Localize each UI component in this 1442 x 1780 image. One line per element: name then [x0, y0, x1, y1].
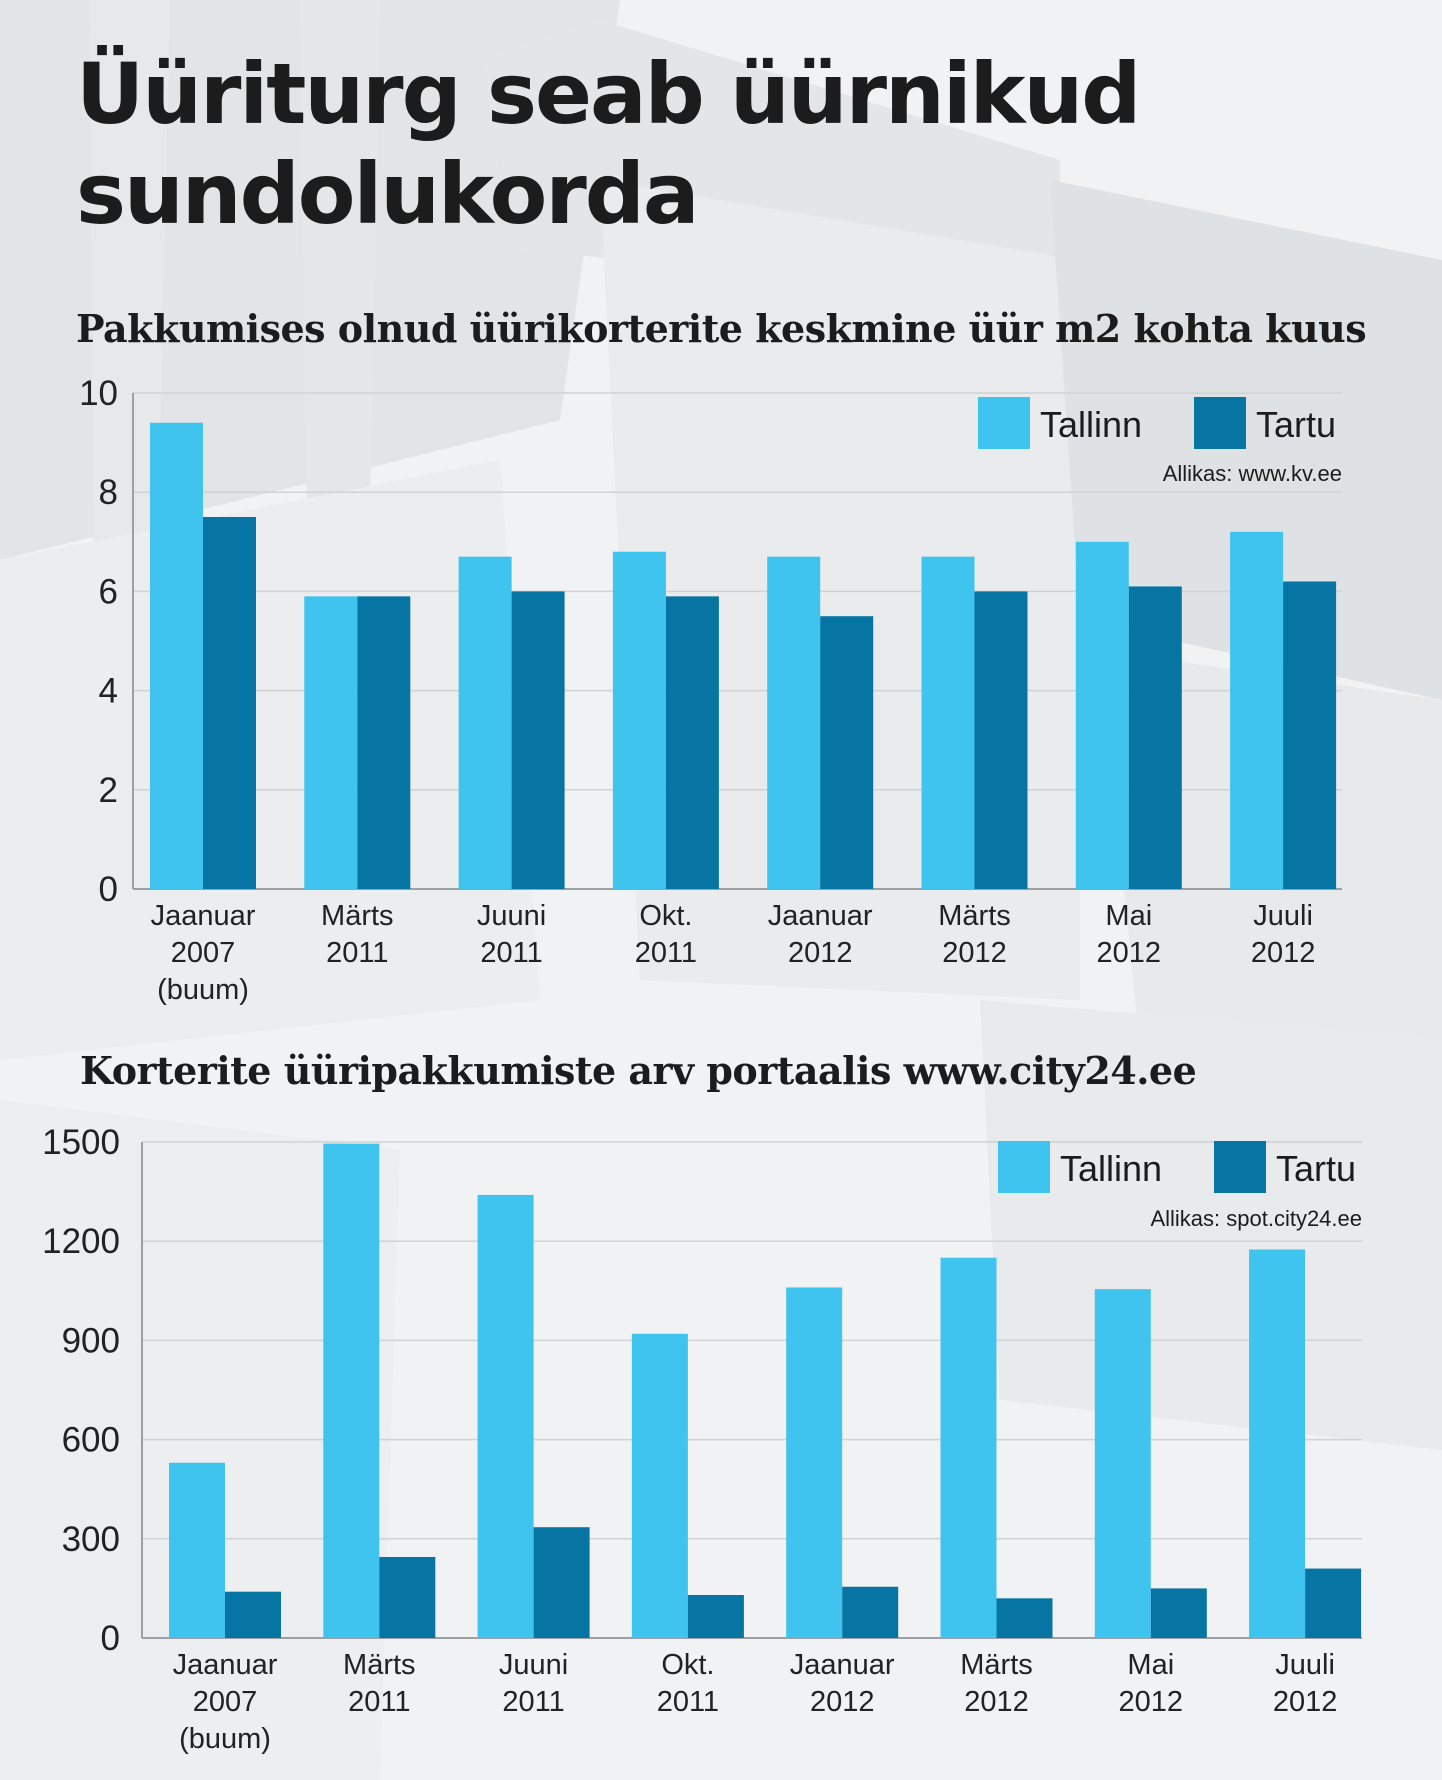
bar-tallinn — [150, 422, 203, 889]
x-tick-label: Märts — [960, 1649, 1033, 1681]
y-tick-label: 10 — [79, 374, 118, 413]
legend-label-tallinn: Tallinn — [1060, 1148, 1162, 1189]
x-tick-label: Märts — [321, 900, 394, 932]
x-tick-label: 2011 — [502, 1686, 564, 1718]
x-tick-label: Jaanuar — [768, 900, 873, 932]
x-tick-label: Jaanuar — [151, 900, 256, 932]
x-tick-label: 2011 — [635, 937, 697, 969]
x-tick-label: 2012 — [942, 937, 1007, 969]
main-title: Üüriturg seab üürnikud sundolukorda — [76, 44, 1176, 244]
y-tick-label: 2 — [99, 771, 118, 810]
legend-label-tartu: Tartu — [1256, 404, 1336, 445]
bar-tallinn — [786, 1287, 843, 1638]
x-tick-label: Jaanuar — [790, 1649, 895, 1681]
y-tick-label: 900 — [62, 1321, 120, 1360]
x-tick-label: Jaanuar — [173, 1649, 278, 1681]
bar-tartu — [1128, 586, 1182, 889]
bar-tallinn — [767, 556, 821, 889]
chart-2-title: Korterite üüripakkumiste arv portaalis w… — [80, 1048, 1197, 1093]
bar-tartu — [357, 596, 411, 889]
y-tick-label: 1200 — [42, 1222, 120, 1261]
legend-swatch-tallinn — [998, 1141, 1050, 1193]
x-tick-label: 2007 — [193, 1686, 258, 1718]
x-tick-label: 2011 — [326, 937, 388, 969]
x-tick-label: 2012 — [1097, 937, 1162, 969]
bar-tartu — [665, 596, 719, 889]
bar-tallinn — [1094, 1289, 1151, 1638]
x-tick-label: Juuni — [477, 900, 546, 932]
legend-swatch-tartu — [1214, 1141, 1266, 1193]
bar-tartu — [379, 1556, 436, 1638]
bar-tallinn — [477, 1194, 534, 1638]
x-tick-label: Märts — [938, 900, 1011, 932]
x-tick-label: Okt. — [661, 1649, 714, 1681]
x-tick-label: (buum) — [157, 974, 249, 1006]
chart-1-title: Pakkumises olnud üürikorterite keskmine … — [76, 306, 1367, 351]
bar-tartu — [842, 1586, 899, 1638]
bar-tallinn — [1075, 541, 1129, 889]
bar-tallinn — [921, 556, 975, 889]
x-tick-label: Märts — [343, 1649, 416, 1681]
legend-label-tartu: Tartu — [1276, 1148, 1356, 1189]
legend-label-tallinn: Tallinn — [1040, 404, 1142, 445]
y-tick-label: 8 — [99, 473, 118, 512]
main-title-line-2: sundolukorda — [76, 145, 700, 243]
bar-tallinn — [169, 1462, 225, 1638]
y-tick-label: 0 — [99, 870, 118, 909]
x-tick-label: 2012 — [1273, 1686, 1338, 1718]
x-tick-label: Mai — [1105, 900, 1152, 932]
x-tick-label: 2007 — [171, 937, 236, 969]
x-tick-label: 2011 — [348, 1686, 410, 1718]
bar-tartu — [1150, 1588, 1207, 1638]
y-tick-label: 0 — [101, 1619, 120, 1658]
bar-tallinn — [612, 551, 666, 889]
x-tick-label: Juuli — [1275, 1649, 1335, 1681]
bar-tartu — [1283, 581, 1337, 889]
bar-tartu — [996, 1598, 1053, 1638]
bar-tartu — [203, 517, 256, 889]
source-note: Allikas: www.kv.ee — [1163, 461, 1342, 486]
x-tick-label: 2012 — [964, 1686, 1029, 1718]
main-title-line-1: Üüriturg seab üürnikud — [76, 45, 1141, 143]
bar-tartu — [820, 616, 874, 889]
x-tick-label: Okt. — [639, 900, 692, 932]
x-tick-label: Juuli — [1253, 900, 1313, 932]
x-tick-label: Juuni — [499, 1649, 568, 1681]
source-note: Allikas: spot.city24.ee — [1150, 1206, 1362, 1231]
bar-tartu — [687, 1595, 744, 1638]
y-tick-label: 600 — [62, 1421, 120, 1460]
y-tick-label: 300 — [62, 1520, 120, 1559]
x-tick-label: Mai — [1127, 1649, 1174, 1681]
bar-tartu — [511, 591, 565, 889]
x-tick-label: 2012 — [1251, 937, 1316, 969]
bar-tallinn — [1230, 531, 1284, 889]
bar-tartu — [533, 1527, 590, 1638]
bar-tallinn — [940, 1257, 997, 1638]
legend-swatch-tartu — [1194, 397, 1246, 449]
bar-tallinn — [304, 596, 358, 889]
y-tick-label: 6 — [99, 572, 118, 611]
x-tick-label: 2012 — [1119, 1686, 1184, 1718]
legend-swatch-tallinn — [978, 397, 1030, 449]
x-tick-label: 2011 — [480, 937, 542, 969]
x-tick-label: (buum) — [179, 1723, 271, 1755]
bar-tartu — [1305, 1568, 1362, 1638]
y-tick-label: 4 — [99, 672, 118, 711]
bar-tartu — [974, 591, 1028, 889]
bar-tartu — [225, 1591, 281, 1638]
x-tick-label: 2012 — [788, 937, 853, 969]
bar-tallinn — [1249, 1249, 1306, 1638]
x-tick-label: 2011 — [657, 1686, 719, 1718]
bar-tallinn — [323, 1143, 380, 1638]
x-tick-label: 2012 — [810, 1686, 875, 1718]
bar-tallinn — [631, 1333, 688, 1638]
bar-tallinn — [458, 556, 512, 889]
y-tick-label: 1500 — [42, 1123, 120, 1162]
